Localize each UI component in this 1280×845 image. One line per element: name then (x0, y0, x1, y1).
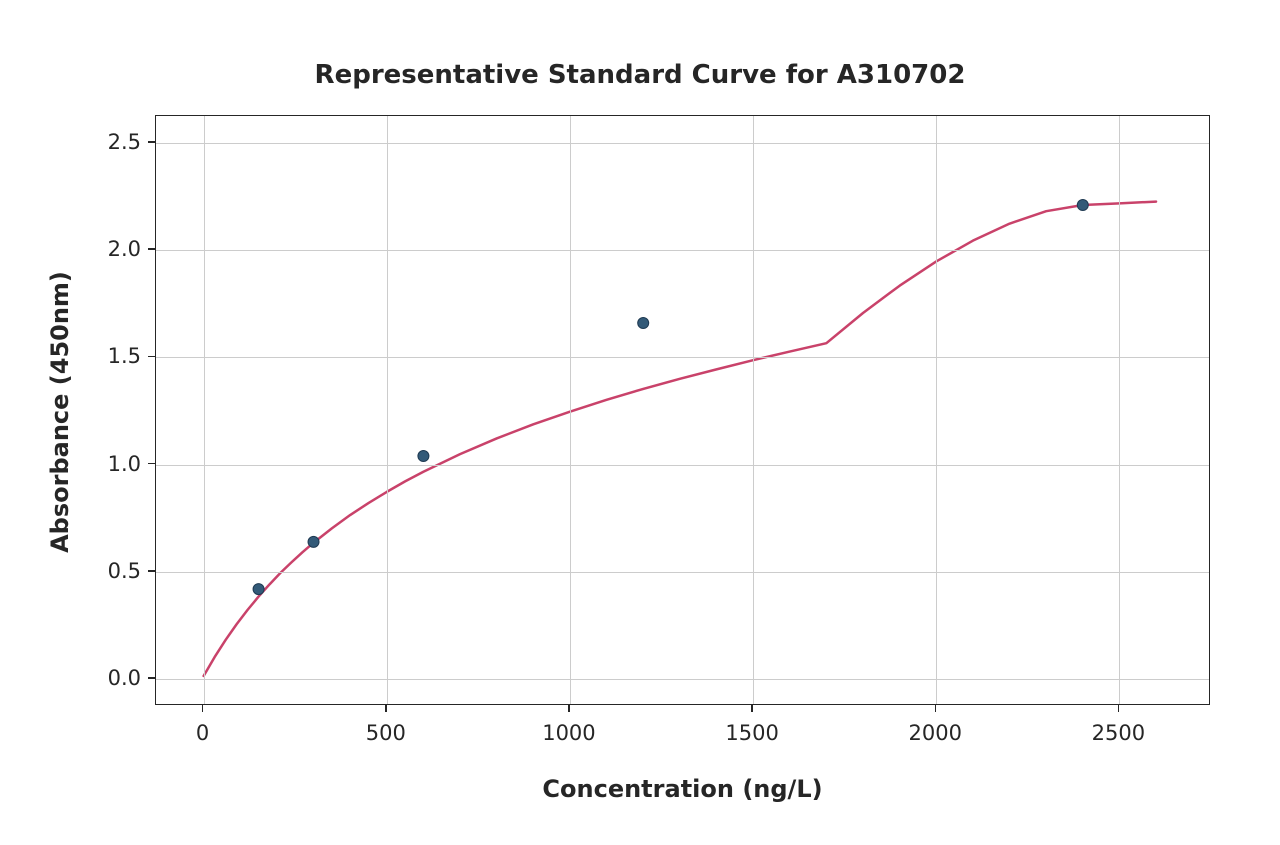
grid-line-v (387, 116, 388, 704)
fit-curve (204, 202, 1156, 676)
curve-layer (156, 116, 1211, 706)
plot-area (155, 115, 1210, 705)
y-tick-label: 0.5 (108, 559, 141, 583)
x-tick (568, 705, 570, 712)
grid-line-h (156, 143, 1209, 144)
data-point (418, 451, 429, 462)
grid-line-v (1119, 116, 1120, 704)
y-tick (148, 356, 155, 358)
figure: Representative Standard Curve for A31070… (0, 0, 1280, 845)
y-tick (148, 677, 155, 679)
x-tick (751, 705, 753, 712)
y-tick-label: 2.5 (108, 130, 141, 154)
y-axis-label: Absorbance (450nm) (46, 117, 74, 707)
y-tick (148, 248, 155, 250)
y-tick-label: 1.5 (108, 344, 141, 368)
y-tick-label: 2.0 (108, 237, 141, 261)
y-tick (148, 570, 155, 572)
x-axis-label: Concentration (ng/L) (155, 775, 1210, 803)
x-tick-label: 0 (196, 721, 209, 745)
grid-line-v (570, 116, 571, 704)
grid-line-v (204, 116, 205, 704)
x-tick-label: 2000 (909, 721, 962, 745)
y-tick-label: 0.0 (108, 666, 141, 690)
grid-line-h (156, 357, 1209, 358)
chart-title: Representative Standard Curve for A31070… (0, 60, 1280, 90)
data-point (308, 536, 319, 547)
y-tick (148, 141, 155, 143)
x-tick (385, 705, 387, 712)
grid-line-h (156, 465, 1209, 466)
grid-line-h (156, 679, 1209, 680)
x-tick-label: 1500 (725, 721, 778, 745)
grid-line-v (936, 116, 937, 704)
x-tick (202, 705, 204, 712)
x-tick (935, 705, 937, 712)
data-point (1077, 200, 1088, 211)
x-tick-label: 1000 (542, 721, 595, 745)
data-point (253, 584, 264, 595)
grid-line-v (753, 116, 754, 704)
y-tick (148, 463, 155, 465)
grid-line-h (156, 250, 1209, 251)
x-tick-label: 500 (366, 721, 406, 745)
y-tick-label: 1.0 (108, 452, 141, 476)
x-tick-label: 2500 (1092, 721, 1145, 745)
x-tick (1118, 705, 1120, 712)
data-point (638, 318, 649, 329)
grid-line-h (156, 572, 1209, 573)
